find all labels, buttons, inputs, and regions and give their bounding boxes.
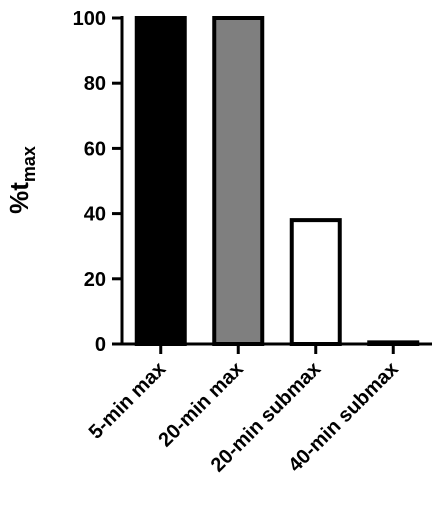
y-tick-label: 0 [95, 334, 106, 356]
bar [134, 16, 187, 346]
y-tick-label: 60 [84, 138, 106, 160]
y-label-sub: max [19, 146, 39, 182]
bar [367, 340, 420, 346]
y-tick-label: 40 [84, 204, 106, 226]
bar [289, 218, 342, 346]
y-axis-label: %tmax [4, 146, 39, 214]
y-tick-label: 80 [84, 73, 106, 95]
y-label-main: %t [4, 182, 34, 214]
bar [212, 16, 265, 346]
y-tick-label: 20 [84, 269, 106, 291]
x-tick-label: 5-min max [85, 358, 171, 444]
y-tick-label: 100 [73, 8, 106, 30]
